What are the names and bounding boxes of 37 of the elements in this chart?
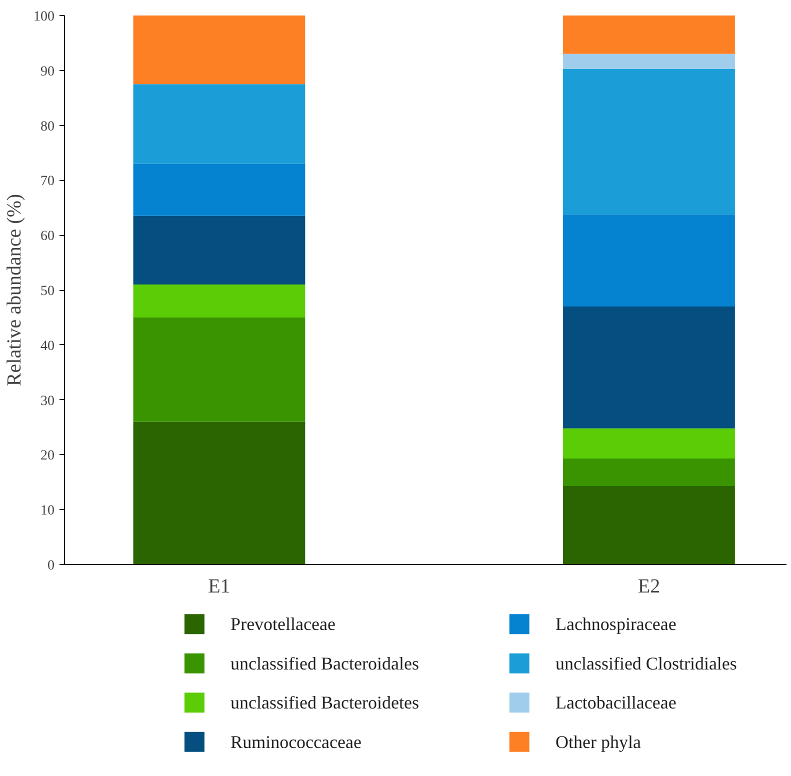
y-tick-label: 80	[40, 119, 54, 134]
bar	[133, 284, 306, 318]
legend-label: Lachnospiraceae	[555, 614, 676, 634]
y-tick-label: 30	[40, 394, 54, 409]
bar	[133, 84, 306, 164]
bar	[133, 16, 306, 84]
y-tick-label: 100	[34, 10, 54, 24]
legend-label: unclassified Bacteroidales	[230, 653, 419, 674]
x-tick-label: E2	[638, 576, 660, 598]
bar	[563, 486, 735, 564]
bar	[563, 214, 735, 306]
y-axis-title: Relative abundance (%)	[4, 194, 26, 386]
legend-label: Lactobacillaceae	[555, 692, 676, 713]
y-tick-label: 0	[48, 558, 54, 574]
bar	[133, 317, 306, 422]
bar	[563, 428, 735, 459]
legend-label: Ruminococcaceae	[230, 732, 362, 752]
bar	[133, 216, 306, 285]
y-tick-label: 40	[40, 338, 54, 354]
legend-label: Other phyla	[555, 732, 641, 752]
y-tick-label: 10	[40, 504, 54, 519]
legend-label: unclassified Bacteroidetes	[230, 692, 419, 713]
y-tick-label: 70	[40, 174, 54, 190]
y-tick-label: 20	[40, 448, 54, 464]
bar	[563, 16, 735, 54]
x-tick-label: E1	[208, 576, 230, 598]
bar	[133, 164, 306, 216]
legend-label: Prevotellaceae	[230, 614, 336, 634]
bar	[563, 458, 735, 486]
bar	[563, 68, 735, 214]
bar	[563, 54, 735, 69]
y-tick-label: 50	[40, 284, 54, 299]
legend-label: unclassified Clostridiales	[555, 653, 737, 674]
y-tick-label: 90	[40, 64, 54, 80]
bar	[133, 422, 306, 564]
y-tick-label: 60	[40, 229, 54, 244]
bar	[563, 306, 735, 428]
